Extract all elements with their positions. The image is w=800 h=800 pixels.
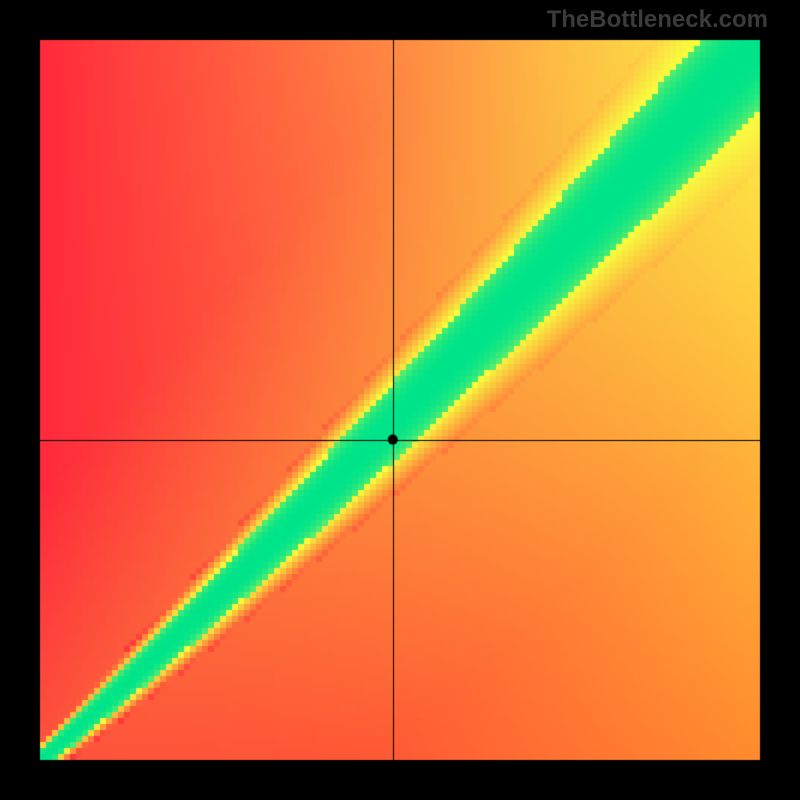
bottleneck-heatmap [0, 0, 800, 800]
watermark-text: TheBottleneck.com [547, 6, 768, 34]
chart-container: TheBottleneck.com [0, 0, 800, 800]
